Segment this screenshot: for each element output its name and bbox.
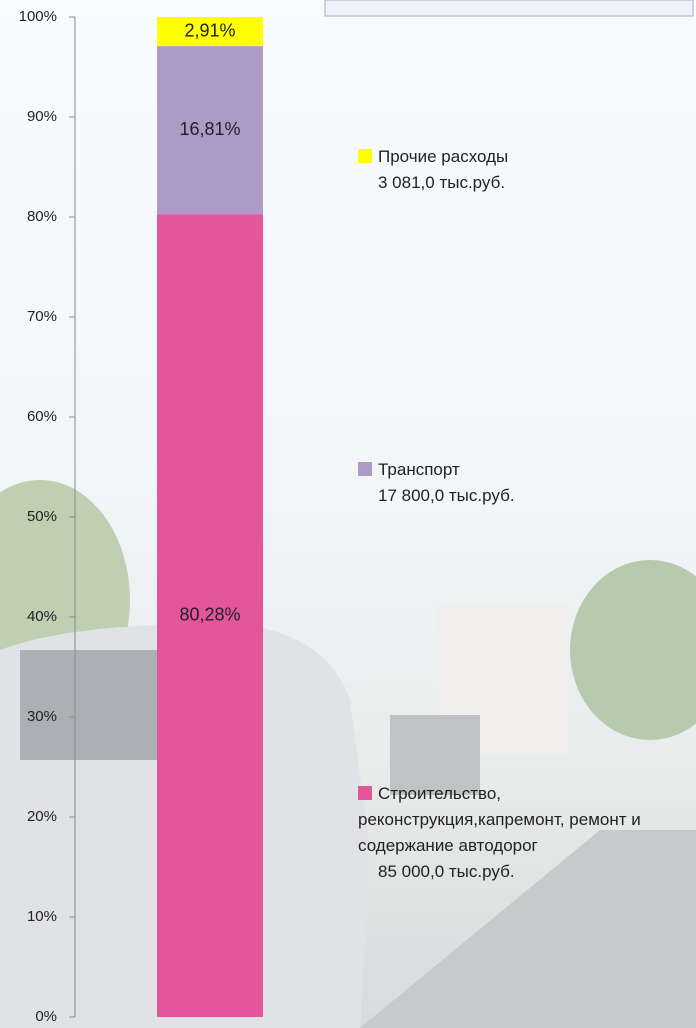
legend-item: Прочие расходы 3 081,0 тыс.руб. — [358, 144, 658, 196]
y-tick-label: 10% — [27, 908, 57, 925]
y-tick-label: 0% — [35, 1008, 57, 1025]
legend-swatch — [358, 786, 372, 800]
y-tick-label: 90% — [27, 108, 57, 125]
y-tick-label: 50% — [27, 508, 57, 525]
value-label: 16,81% — [179, 119, 240, 139]
bar-segment — [157, 17, 263, 47]
legend-label: Транспорт — [378, 460, 460, 479]
legend-amount: 17 800,0 тыс.руб. — [378, 486, 515, 505]
y-tick-label: 20% — [27, 808, 57, 825]
value-label: 80,28% — [179, 604, 240, 624]
top-box — [324, 0, 694, 17]
legend-swatch — [358, 462, 372, 476]
y-tick-label: 100% — [19, 8, 57, 25]
bar-segment — [157, 46, 263, 215]
legend-item: Транспорт 17 800,0 тыс.руб. — [358, 457, 658, 509]
legend-item: Строительство, реконструкция,капремонт, … — [358, 781, 688, 885]
legend-swatch — [358, 149, 372, 163]
y-tick-label: 70% — [27, 308, 57, 325]
legend-label: Прочие расходы — [378, 147, 509, 166]
legend-label: Строительство, реконструкция,капремонт, … — [358, 784, 641, 855]
value-label: 2,91% — [184, 20, 235, 40]
y-tick-label: 60% — [27, 408, 57, 425]
bar-segment — [157, 214, 263, 1017]
legend-amount: 85 000,0 тыс.руб. — [378, 862, 515, 881]
y-tick-label: 30% — [27, 708, 57, 725]
y-tick-label: 80% — [27, 208, 57, 225]
y-tick-label: 40% — [27, 608, 57, 625]
legend-amount: 3 081,0 тыс.руб. — [378, 173, 506, 192]
